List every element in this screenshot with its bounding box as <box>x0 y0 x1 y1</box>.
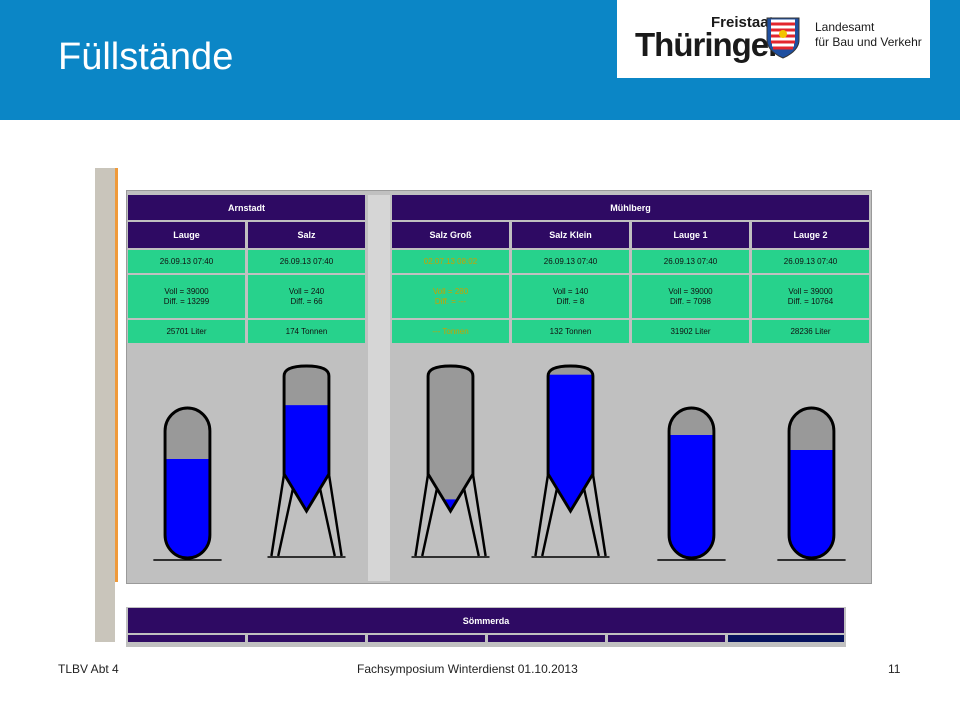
column-header: Salz Groß <box>392 222 509 248</box>
capacity-full-value: Voll = 140 <box>552 286 589 296</box>
capacity-cell: Voll = 140 Diff. = 8 <box>512 275 629 318</box>
capacity-cell: Voll = 39000 Diff. = 10764 <box>752 275 869 318</box>
logo-freistaat-text: Freistaat <box>711 14 774 31</box>
second-panel-column-header <box>608 635 725 642</box>
capacity-diff-value: Diff. = 13299 <box>163 296 210 306</box>
silo-legs <box>534 473 607 557</box>
tank-outline <box>163 406 212 560</box>
tank-graphic <box>128 346 245 581</box>
left-frame-bar <box>95 168 115 642</box>
capacity-full-value: Voll = 39000 <box>668 286 713 296</box>
group-header-soemmerda: Sömmerda <box>128 608 844 633</box>
capacity-diff-value: Diff. = --- <box>434 296 467 306</box>
silo-fill-level <box>428 499 473 511</box>
timestamp-cell: 02.07.13 08:02 <box>392 250 509 273</box>
tank-icon <box>777 406 846 561</box>
silo-empty-space <box>428 366 473 511</box>
silo-outline <box>426 364 475 514</box>
column-header: Salz <box>248 222 365 248</box>
group-header-1: Mühlberg <box>392 195 869 220</box>
silo-graphic <box>512 346 629 581</box>
column-header: Lauge <box>128 222 245 248</box>
tank-outline <box>667 406 716 560</box>
capacity-diff-value: Diff. = 66 <box>290 296 323 306</box>
logo: Freistaat Thüringen Landesamt für Bau un… <box>617 0 930 78</box>
second-panel-column-header <box>488 635 605 642</box>
tank-graphic <box>752 346 869 581</box>
left-frame-accent <box>115 168 118 582</box>
capacity-full-value: Voll = 280 <box>432 286 469 296</box>
footer-page-number: 11 <box>888 662 901 676</box>
timestamp-cell: 26.09.13 07:40 <box>632 250 749 273</box>
tank-icon <box>657 406 726 561</box>
capacity-diff-value: Diff. = 8 <box>556 296 585 306</box>
group-header-0: Arnstadt <box>128 195 365 220</box>
amount-cell: 132 Tonnen <box>512 320 629 343</box>
capacity-diff-value: Diff. = 7098 <box>670 296 711 306</box>
column-header: Salz Klein <box>512 222 629 248</box>
silo-legs <box>270 473 343 557</box>
amount-cell: 174 Tonnen <box>248 320 365 343</box>
timestamp-cell: 26.09.13 07:40 <box>248 250 365 273</box>
tank-graphic <box>632 346 749 581</box>
amount-cell: 25701 Liter <box>128 320 245 343</box>
second-panel-column-header <box>128 635 245 642</box>
tank-fill-level <box>669 435 714 558</box>
silo-fill-level <box>284 405 329 511</box>
footer-center: Fachsymposium Winterdienst 01.10.2013 <box>357 662 578 676</box>
slide-header: Füllstände Freistaat Thüringen Landesamt… <box>0 0 960 120</box>
amount-cell: --- Tonnen <box>392 320 509 343</box>
silo-icon <box>531 364 610 558</box>
capacity-diff-value: Diff. = 10764 <box>787 296 834 306</box>
coat-of-arms-icon <box>766 17 800 59</box>
footer-left: TLBV Abt 4 <box>58 662 119 676</box>
column-header: Lauge 1 <box>632 222 749 248</box>
logo-agency-line1: Landesamt <box>815 20 875 34</box>
panel-separator <box>368 195 390 581</box>
silo-icon <box>267 364 346 558</box>
second-panel-column-header <box>368 635 485 642</box>
column-header: Lauge 2 <box>752 222 869 248</box>
slide-title: Füllstände <box>58 36 234 78</box>
tank-fill-level <box>789 450 834 558</box>
second-panel-column-header <box>248 635 365 642</box>
timestamp-cell: 26.09.13 07:40 <box>128 250 245 273</box>
second-panel-column-header <box>728 635 844 642</box>
logo-thueringen-text: Thüringen <box>635 26 788 63</box>
capacity-full-value: Voll = 240 <box>288 286 325 296</box>
silo-icon <box>411 364 490 558</box>
capacity-full-value: Voll = 39000 <box>788 286 833 296</box>
silo-graphic <box>392 346 509 581</box>
capacity-cell: Voll = 39000 Diff. = 13299 <box>128 275 245 318</box>
amount-cell: 31902 Liter <box>632 320 749 343</box>
logo-agency-line2: für Bau und Verkehr <box>815 35 922 49</box>
capacity-full-value: Voll = 39000 <box>164 286 209 296</box>
timestamp-cell: 26.09.13 07:40 <box>512 250 629 273</box>
tank-fill-level <box>165 459 210 558</box>
tank-icon <box>153 406 222 561</box>
capacity-cell: Voll = 280 Diff. = --- <box>392 275 509 318</box>
logo-agency-text: Landesamt für Bau und Verkehr <box>815 20 922 50</box>
capacity-cell: Voll = 240 Diff. = 66 <box>248 275 365 318</box>
capacity-cell: Voll = 39000 Diff. = 7098 <box>632 275 749 318</box>
tank-outline <box>787 406 836 560</box>
silo-fill-level <box>548 374 593 511</box>
amount-cell: 28236 Liter <box>752 320 869 343</box>
silo-outline <box>282 364 331 514</box>
silo-graphic <box>248 346 365 581</box>
silo-legs <box>414 473 487 557</box>
timestamp-cell: 26.09.13 07:40 <box>752 250 869 273</box>
silo-outline <box>546 364 595 514</box>
